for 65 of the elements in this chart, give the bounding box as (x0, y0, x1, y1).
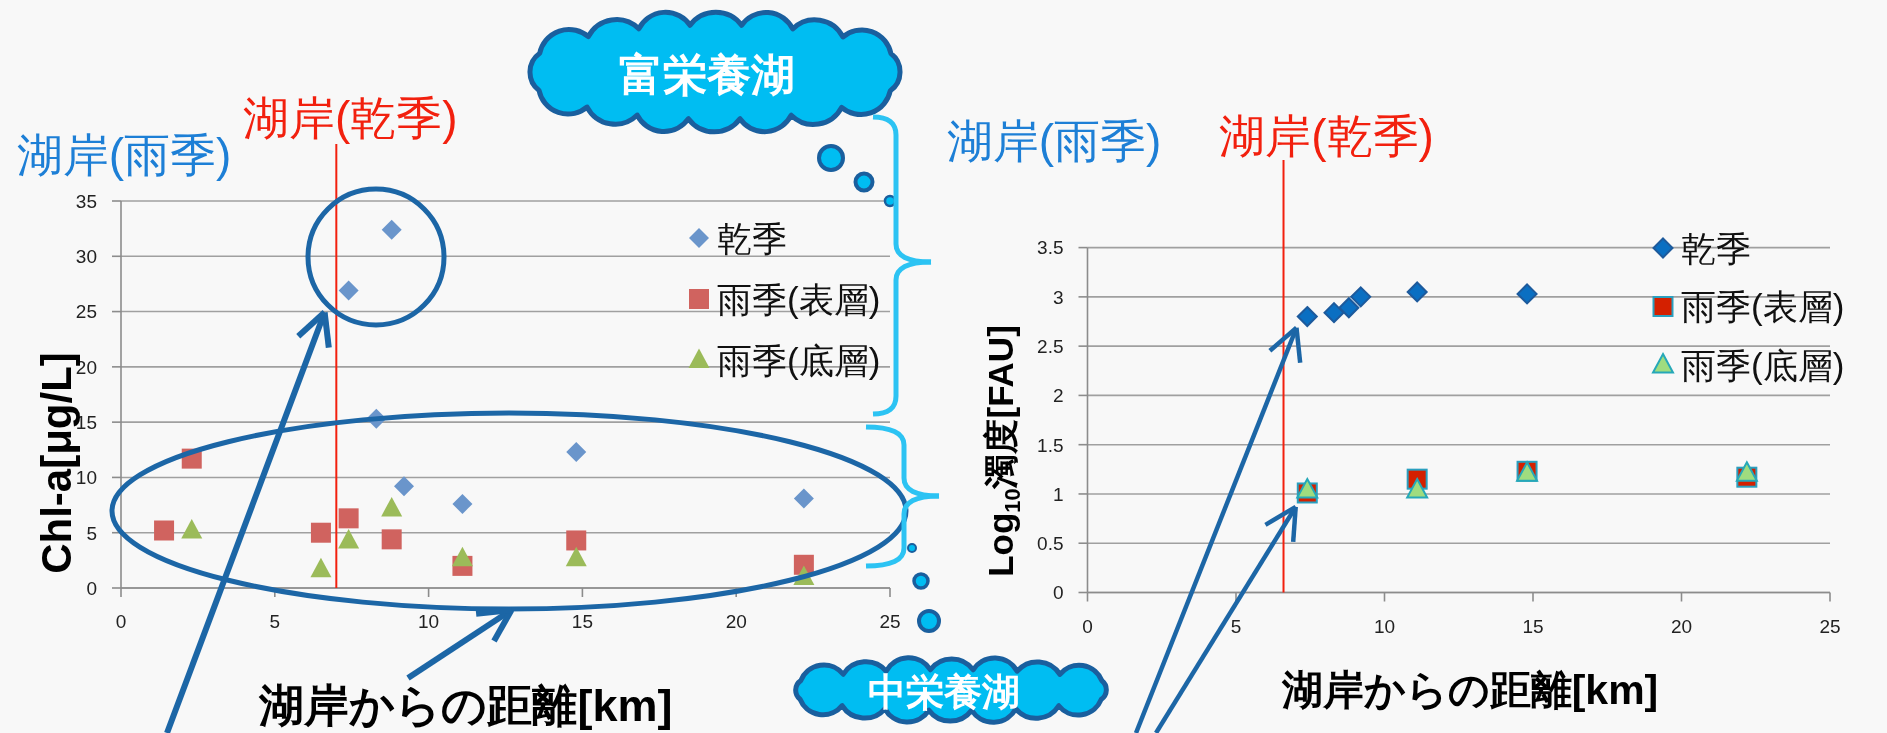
point (154, 520, 175, 541)
x-tick-label: 25 (1819, 615, 1841, 637)
point (310, 522, 331, 543)
point (452, 493, 473, 514)
ref-line-label: 湖岸(乾季) (243, 92, 458, 144)
text: 富栄養湖 (619, 49, 795, 100)
legend-label: 雨季(表層) (1681, 287, 1845, 327)
point (566, 442, 587, 462)
legend-label: 雨季(底層) (717, 340, 881, 380)
x-tick-label: 25 (879, 611, 901, 632)
point (1406, 281, 1428, 303)
text: 湖岸(雨季) (946, 115, 1162, 167)
point (793, 488, 814, 509)
point (338, 528, 360, 549)
point (1516, 283, 1538, 305)
y-tick-label: 0 (1052, 582, 1064, 604)
point (338, 280, 359, 301)
point (338, 508, 359, 529)
point (1406, 478, 1429, 499)
point (1350, 286, 1372, 308)
y-tick-label: 5 (86, 522, 97, 544)
text: 中栄養湖 (868, 669, 1020, 714)
point (451, 546, 473, 567)
point (1296, 478, 1319, 499)
legend-label: 乾季 (1681, 228, 1751, 268)
x-axis-title: 湖岸からの距離[km] (258, 680, 673, 731)
point (1735, 461, 1758, 482)
y-tick-label: 2 (1052, 385, 1064, 407)
legend-label: 雨季(底層) (1681, 345, 1845, 385)
y-tick-label: 35 (75, 190, 97, 212)
point (310, 557, 332, 578)
point (1338, 297, 1360, 319)
y-tick-label: 1.5 (1037, 434, 1064, 456)
point (1296, 306, 1318, 328)
y-tick-label: 25 (75, 301, 97, 323)
point (566, 530, 587, 551)
x-tick-label: 0 (1082, 615, 1093, 637)
y-tick-label: 3.5 (1037, 237, 1064, 259)
x-tick-label: 20 (725, 611, 747, 632)
x-tick-label: 20 (1670, 615, 1693, 637)
point (381, 496, 403, 517)
point (381, 219, 402, 240)
text: 湖岸(雨季) (16, 129, 232, 181)
x-tick-label: 10 (1373, 615, 1396, 637)
point (181, 519, 203, 539)
y-tick-label: 2.5 (1037, 335, 1064, 357)
legend-label: 乾季 (717, 218, 787, 258)
y-tick-label: 0.5 (1037, 533, 1064, 555)
legend-label: 雨季(表層) (717, 279, 881, 319)
point (381, 529, 402, 550)
point (1323, 302, 1345, 324)
point (565, 546, 587, 567)
ref-line-label: 湖岸(乾季) (1219, 110, 1434, 162)
point (393, 476, 414, 497)
x-tick-label: 5 (1230, 615, 1242, 637)
x-axis-title: 湖岸からの距離[km] (1280, 667, 1659, 713)
y-tick-label: 0 (86, 577, 97, 599)
x-tick-label: 10 (418, 611, 440, 632)
x-tick-label: 15 (571, 611, 593, 632)
y-tick-label: 30 (75, 246, 97, 268)
x-tick-label: 0 (115, 611, 127, 632)
y-tick-label: 3 (1052, 286, 1064, 308)
x-tick-label: 5 (269, 611, 281, 632)
x-tick-label: 15 (1522, 615, 1544, 637)
y-tick-label: 1 (1052, 483, 1064, 505)
